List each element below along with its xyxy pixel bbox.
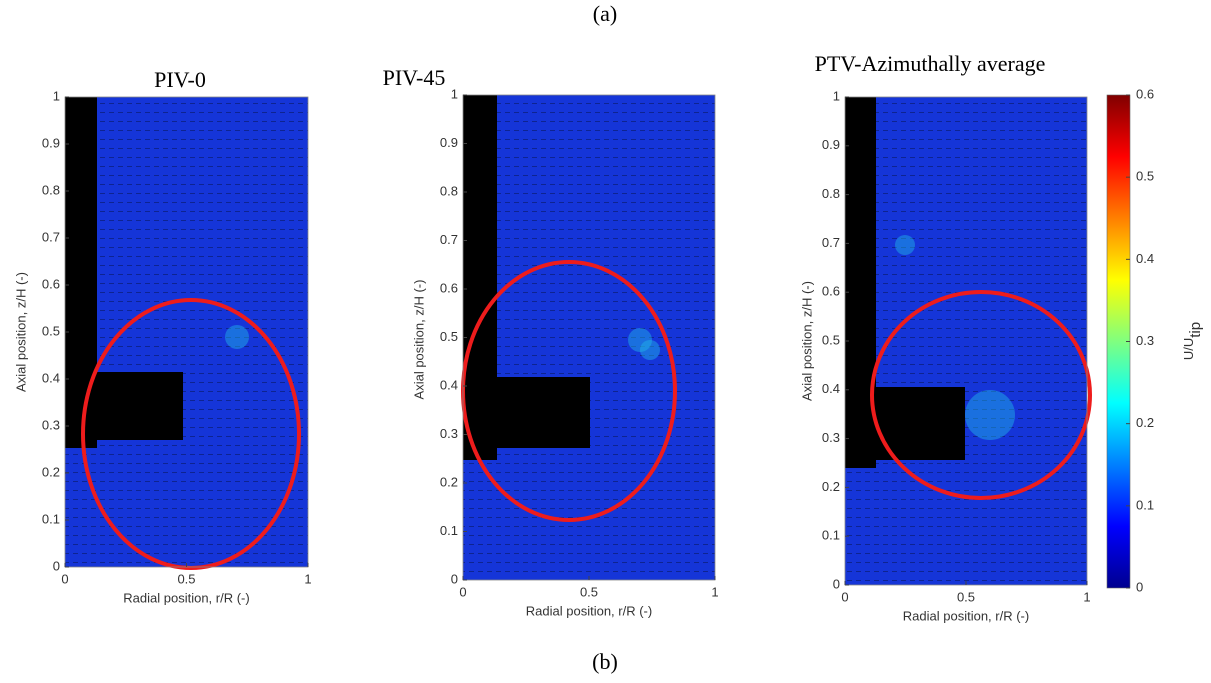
x-tick-label: 0.5: [957, 589, 975, 604]
impeller-hub: [463, 377, 590, 448]
field-vectors: [65, 97, 308, 567]
y-tick-label: 0.6: [42, 276, 60, 291]
y-axis-label: Axial position, z/H (-): [799, 281, 814, 401]
y-tick-label: 0.8: [440, 183, 458, 198]
velocity-hotspot: [628, 328, 652, 352]
colorbar-tick-label: 0.1: [1136, 497, 1154, 512]
x-axis-label: Radial position, r/R (-): [903, 608, 1029, 623]
chart-title: PTV-Azimuthally average: [815, 51, 1046, 76]
y-tick-label: 0.4: [440, 377, 458, 392]
colorbar-label: U/Utip: [1181, 322, 1204, 360]
y-tick-label: 1: [53, 88, 60, 103]
y-tick-label: 0.8: [42, 182, 60, 197]
y-tick-label: 0.2: [822, 479, 840, 494]
caption-top: (a): [593, 1, 617, 26]
x-axis-label: Radial position, r/R (-): [123, 590, 249, 605]
x-tick-label: 0: [61, 571, 68, 586]
y-axis-label: Axial position, z/H (-): [13, 272, 28, 392]
colorbar-tick-label: 0.4: [1136, 251, 1154, 266]
y-tick-label: 0.7: [822, 235, 840, 250]
field-vectors: [845, 97, 1087, 585]
vortex-outline: [81, 298, 301, 570]
colorbar-label-sub: tip: [1187, 322, 1204, 338]
vortex-outline: [870, 290, 1092, 500]
colorbar-tick-label: 0.3: [1136, 333, 1154, 348]
y-tick-label: 0.1: [822, 528, 840, 543]
x-tick-label: 0.5: [177, 571, 195, 586]
y-tick-label: 0.6: [440, 280, 458, 295]
y-tick-label: 0.9: [440, 135, 458, 150]
velocity-hotspot: [640, 340, 660, 360]
x-tick-label: 1: [304, 571, 311, 586]
x-tick-label: 0: [841, 589, 848, 604]
y-tick-label: 0.3: [822, 430, 840, 445]
colorbar-tick-label: 0.6: [1136, 86, 1154, 101]
y-tick-label: 0.6: [822, 284, 840, 299]
y-tick-label: 0.7: [42, 229, 60, 244]
x-axis-label: Radial position, r/R (-): [526, 603, 652, 618]
velocity-hotspot: [895, 235, 915, 255]
chart-title: PIV-0: [154, 67, 206, 92]
y-tick-label: 0: [53, 558, 60, 573]
velocity-hotspot: [965, 390, 1015, 440]
y-tick-label: 0.4: [822, 381, 840, 396]
y-tick-label: 0: [451, 571, 458, 586]
y-tick-label: 0.5: [822, 332, 840, 347]
y-tick-label: 0.3: [440, 426, 458, 441]
y-tick-label: 0.5: [42, 323, 60, 338]
caption-bottom: (b): [592, 649, 618, 674]
y-tick-label: 0.9: [42, 135, 60, 150]
y-tick-label: 0.2: [440, 474, 458, 489]
y-tick-label: 0.1: [440, 523, 458, 538]
y-tick-label: 0.5: [440, 329, 458, 344]
y-tick-label: 0.4: [42, 370, 60, 385]
y-tick-label: 0.1: [42, 511, 60, 526]
colorbar-tick-label: 0.5: [1136, 169, 1154, 184]
y-tick-label: 1: [451, 86, 458, 101]
y-tick-label: 0.8: [822, 186, 840, 201]
y-tick-label: 0.2: [42, 464, 60, 479]
field-vectors: [463, 95, 715, 580]
colorbar-tick-label: 0.2: [1136, 415, 1154, 430]
x-tick-label: 0: [459, 584, 466, 599]
chart-title: PIV-45: [383, 65, 446, 90]
velocity-hotspot: [225, 325, 249, 349]
x-tick-label: 0.5: [580, 584, 598, 599]
impeller-hub: [845, 387, 965, 460]
x-tick-label: 1: [1083, 589, 1090, 604]
y-tick-label: 0.7: [440, 232, 458, 247]
y-tick-label: 0.3: [42, 417, 60, 432]
y-tick-label: 1: [833, 88, 840, 103]
y-axis-label: Axial position, z/H (-): [411, 280, 426, 400]
x-tick-label: 1: [711, 584, 718, 599]
y-tick-label: 0.9: [822, 137, 840, 152]
y-tick-label: 0: [833, 576, 840, 591]
colorbar-tick-label: 0: [1136, 579, 1143, 594]
colorbar-label-main: U/U: [1181, 338, 1196, 360]
